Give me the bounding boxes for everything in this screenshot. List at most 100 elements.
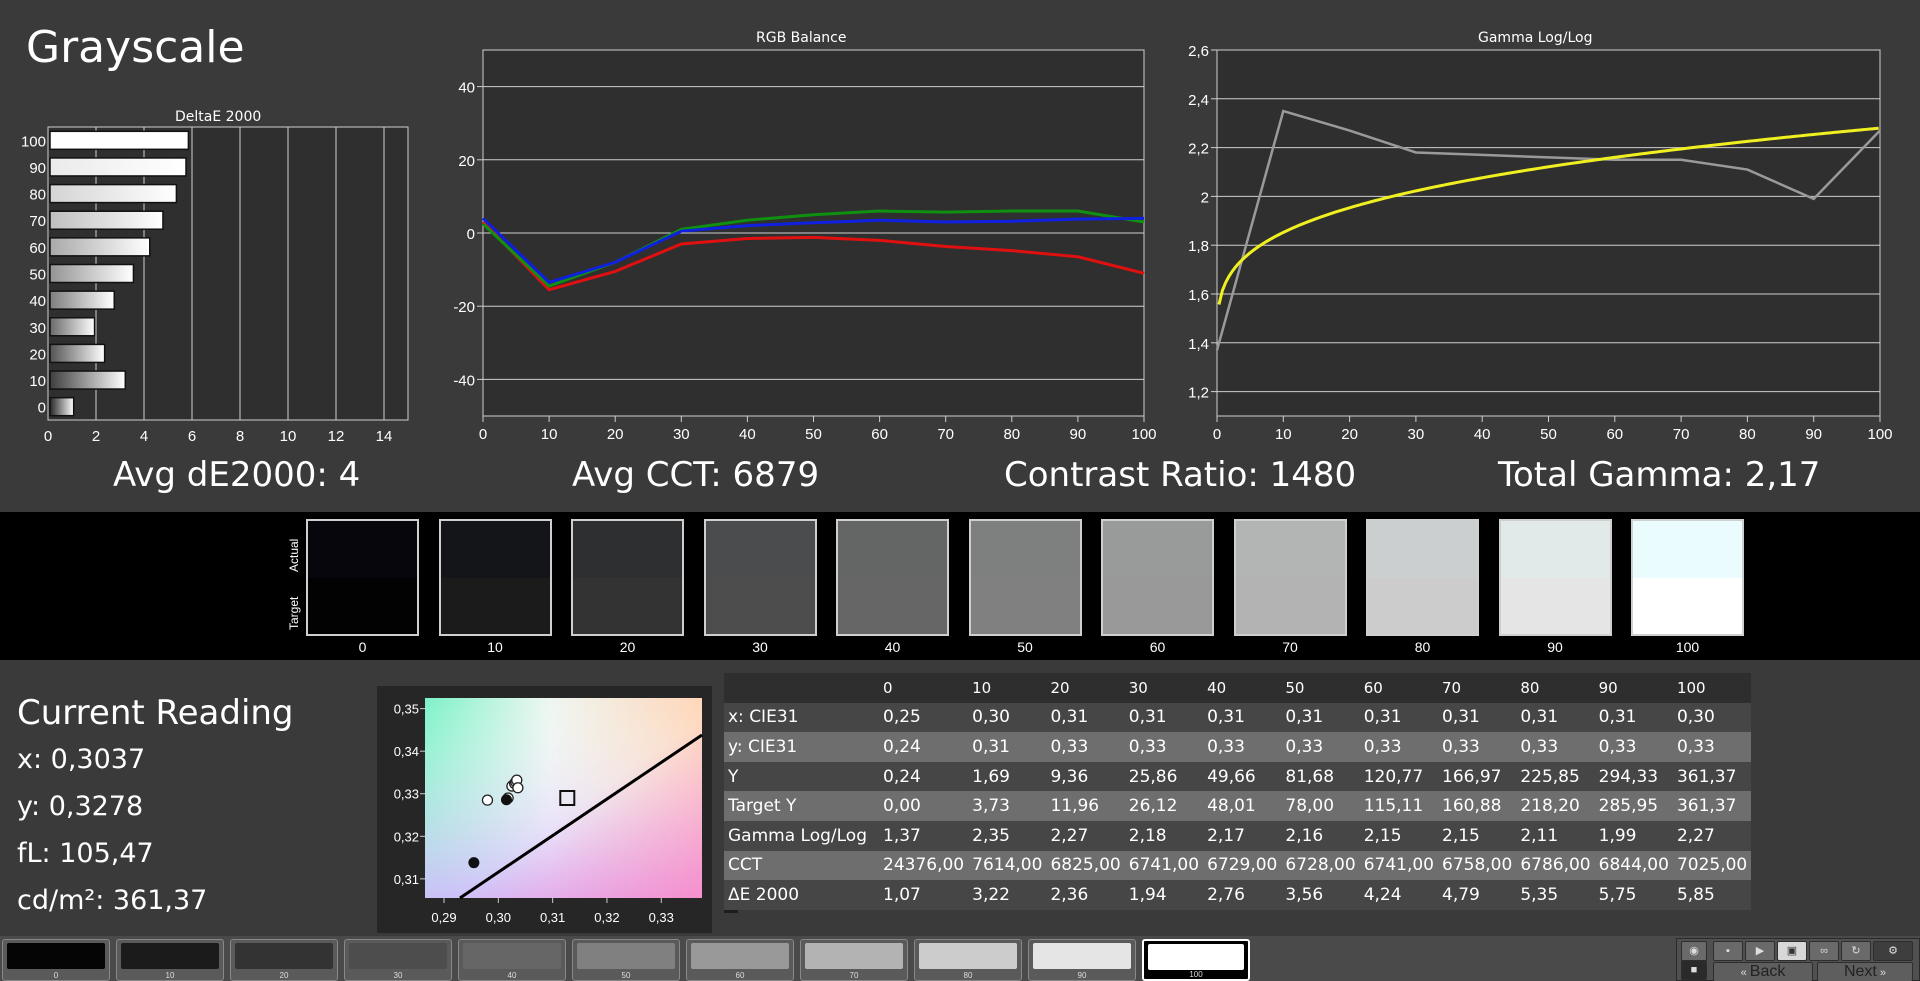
rgb-balance-x-tick: 10 [541,426,558,443]
deltae-category-label: 0 [38,400,46,417]
cie-x-tick: 0,29 [431,910,456,925]
swatch-actual [1633,521,1742,578]
table-row: Gamma Log/Log 1,37 2,35 2,27 2,18 2,17 2,16 2,1… [724,820,1752,851]
swatch-80 [1366,519,1479,636]
patch-thumb-color [1033,943,1131,969]
table-row-label: y: CIE31 [724,732,879,762]
table-row: Target Y 0,00 3,73 11,96 26,12 48,01 78,00 115,… [724,791,1752,821]
deltae-chart-title: DeltaE 2000 [175,109,262,125]
total-gamma-stat: Total Gamma: 2,17 [1498,455,1821,495]
table-cell: 6729,00 [1203,850,1282,881]
patch-thumb-10[interactable]: 10 [116,939,224,981]
table-cell: 0,31 [1203,702,1282,733]
planckian-locus-line [459,733,703,900]
gamma-x-tick: 90 [1805,426,1822,443]
play-button[interactable]: ▶ [1745,941,1775,961]
table-cell: 24376,00 [879,850,969,881]
table-row: x: CIE31 0,25 0,30 0,31 0,31 0,31 0,31 0,31 0,31… [724,702,1752,733]
eye-icon[interactable]: ◉ [1681,941,1707,961]
patch-thumb-70[interactable]: 70 [800,939,908,981]
table-cell: 25,86 [1124,761,1204,792]
patch-thumb-0[interactable]: 0 [2,939,110,981]
cie-y-tick: 0,32 [394,829,419,844]
swatch-30 [703,519,817,636]
save-icon[interactable]: ▣ [1777,941,1807,961]
loop-icon[interactable]: ∞ [1809,941,1839,961]
gamma-y-tick: 1,4 [1188,336,1209,353]
swatch-label: 100 [1675,639,1700,655]
patch-thumb-100[interactable]: 100 [1142,939,1250,981]
patch-thumb-label: 0 [53,971,59,980]
settings-icon[interactable]: ⚙ [1873,941,1913,961]
back-label: Back [1749,963,1786,980]
table-column-header: 0 [879,673,969,703]
rgb-balance-x-tick: 40 [739,426,756,443]
table-column-header: 80 [1516,673,1595,703]
patch-thumb-label: 80 [963,971,973,980]
reading-y: y: 0,3278 [17,791,144,822]
table-cell: 6758,00 [1438,850,1517,881]
deltae-x-tick: 12 [328,428,345,445]
table-cell: 115,11 [1359,791,1438,821]
deltae-category-label: 20 [29,346,46,363]
table-cell: 0,33 [1046,732,1125,762]
gamma-x-tick: 30 [1408,426,1425,443]
swatch-actual [308,521,417,578]
deltae-x-tick: 2 [92,428,100,445]
swatch-actual [1103,521,1212,578]
cie-measured-point [481,794,494,806]
patch-thumb-80[interactable]: 80 [914,939,1022,981]
table-cell: 0,31 [1359,702,1438,733]
swatch-actual [838,521,947,578]
patch-thumb-60[interactable]: 60 [686,939,794,981]
table-column-header: 10 [968,673,1047,703]
swatch-60 [1101,519,1214,636]
back-button[interactable]: « Back [1713,962,1813,981]
table-cell: 0,24 [879,732,969,762]
patch-thumb-30[interactable]: 30 [344,939,452,981]
swatch-target [1103,577,1212,634]
swatch-target [970,577,1080,634]
rgb-balance-x-tick: 80 [1003,426,1020,443]
table-cell: 48,01 [1203,791,1282,821]
patch-thumb-40[interactable]: 40 [458,939,566,981]
swatch-label: 60 [1149,639,1166,655]
swatch-0 [306,519,419,636]
patch-thumb-label: 50 [621,971,631,980]
rgb-balance-y-tick: -40 [453,372,475,389]
cie-x-tick: 0,31 [540,910,565,925]
gamma-x-tick: 60 [1606,426,1623,443]
next-button[interactable]: Next » [1817,962,1913,981]
swatch-label: 40 [884,639,901,655]
table-cell: 0,24 [879,761,969,792]
patch-thumb-20[interactable]: 20 [230,939,338,981]
table-cell: 160,88 [1438,791,1517,821]
gamma-x-tick: 40 [1474,426,1491,443]
deltae-x-tick: 8 [236,428,244,445]
gamma-y-tick: 2,6 [1188,45,1209,60]
deltae-bar [49,370,127,390]
table-cell: 49,66 [1203,761,1282,792]
cie-filled-point [500,794,512,806]
actual-label: Actual [287,538,301,572]
table-cell: 9,36 [1046,761,1125,792]
patch-thumb-color [349,943,447,969]
deltae-bar [49,237,151,257]
patch-thumb-50[interactable]: 50 [572,939,680,981]
refresh-icon[interactable]: ↻ [1841,941,1871,961]
rgb-balance-x-tick: 60 [871,426,888,443]
table-cell: 0,30 [1672,702,1752,733]
deltae-x-tick: 4 [140,428,148,445]
cie-y-tick: 0,33 [394,787,419,802]
patch-thumb-90[interactable]: 90 [1028,939,1136,981]
table-cell: 3,56 [1281,880,1360,910]
delete-icon[interactable]: ▪ [1713,941,1743,961]
app-title: Grayscale [26,22,245,73]
table-cell: 1,99 [1594,820,1673,851]
stop-button[interactable]: ■ [1681,960,1707,980]
deltae-bar [49,157,187,177]
cie-chart: 0,35 0,34 0,33 0,32 0,31 0,29 0,30 0,31 0,32 0,33 [394,698,703,925]
deltae-category-label: 30 [29,320,46,337]
table-cell: 0,25 [879,702,969,733]
table-cell: 5,35 [1516,880,1595,910]
